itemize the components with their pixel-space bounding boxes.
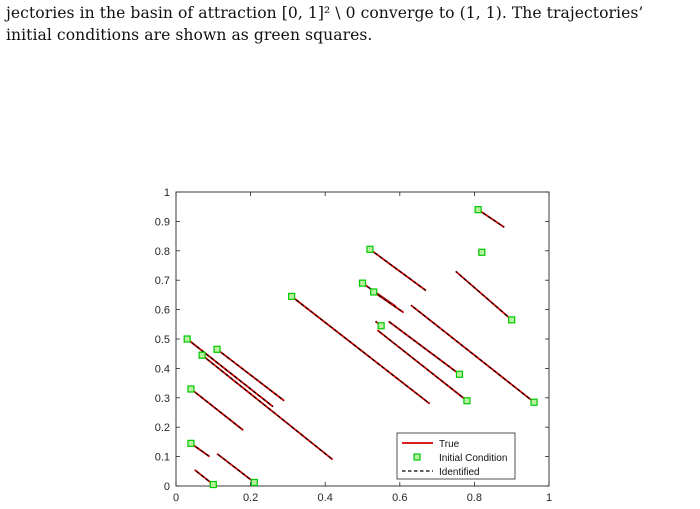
initial-condition-marker-5 xyxy=(358,279,367,287)
initial-condition-marker-17 xyxy=(209,480,217,489)
initial-condition-marker-11 xyxy=(463,397,471,405)
initial-condition-marker-7 xyxy=(288,292,296,300)
y-tick-label: 0.8 xyxy=(155,246,170,258)
initial-condition-marker-18 xyxy=(250,478,258,487)
y-tick-label: 0.2 xyxy=(155,422,170,434)
x-tick-label: 0 xyxy=(173,492,179,504)
trajectories-group xyxy=(186,208,535,486)
y-axis: 0 0.1 0.2 0.3 0.4 0.5 0.6 0.7 0.8 0.9 1 xyxy=(155,187,549,493)
initial-condition-marker-8 xyxy=(377,322,385,330)
initial-condition-marker-15 xyxy=(187,385,195,393)
initial-condition-marker-10 xyxy=(455,370,464,378)
identified-trajectory-9 xyxy=(410,304,535,403)
identified-trajectory-16 xyxy=(190,442,210,458)
legend: True Initial Condition Identified xyxy=(396,432,516,480)
y-tick-label: 0.4 xyxy=(155,363,170,375)
identified-trajectory-18 xyxy=(216,453,255,483)
initial-condition-marker-4 xyxy=(508,316,516,324)
identified-trajectory-17 xyxy=(194,469,214,485)
caption-line-1: jectories in the basin of attraction [0,… xyxy=(6,4,644,22)
identified-trajectory-14 xyxy=(216,348,285,402)
initial-condition-marker-2 xyxy=(478,248,486,256)
initial-condition-marker-9 xyxy=(530,398,538,406)
figure-caption: jectories in the basin of attraction [0,… xyxy=(6,2,696,46)
legend-initial-condition-swatch xyxy=(413,453,421,461)
initial-condition-marker-6 xyxy=(370,288,378,296)
initial-condition-markers xyxy=(183,206,538,489)
y-tick-label: 0.6 xyxy=(155,305,170,317)
y-tick-label: 0.1 xyxy=(155,452,170,464)
legend-label-identified: Identified xyxy=(439,467,480,478)
y-tick-label: 1 xyxy=(164,187,170,199)
identified-trajectory-12 xyxy=(186,338,274,408)
identified-trajectory-10 xyxy=(388,320,460,375)
identified-trajectory-4 xyxy=(455,270,513,321)
initial-condition-marker-13 xyxy=(198,351,206,359)
x-tick-label: 0.6 xyxy=(392,492,407,504)
true-trajectory-3 xyxy=(369,248,427,292)
initial-condition-marker-16 xyxy=(187,439,195,447)
identified-trajectory-13 xyxy=(201,354,334,460)
caption-line-2: initial conditions are shown as green sq… xyxy=(6,26,373,44)
x-tick-label: 0.4 xyxy=(318,492,333,504)
y-tick-label: 0.7 xyxy=(155,275,170,287)
y-tick-label: 0.3 xyxy=(155,393,170,405)
initial-condition-marker-14 xyxy=(213,345,221,353)
identified-trajectory-1 xyxy=(477,209,505,228)
y-tick-label: 0.5 xyxy=(155,334,170,346)
x-tick-label: 0.2 xyxy=(243,492,258,504)
x-axis: 0 0.2 0.4 0.6 0.8 1 xyxy=(173,192,552,504)
initial-condition-marker-3 xyxy=(366,245,374,253)
identified-trajectory-6 xyxy=(373,291,404,313)
legend-label-initial-condition: Initial Condition xyxy=(439,453,507,464)
y-tick-label: 0.9 xyxy=(155,216,170,228)
x-tick-label: 0.8 xyxy=(467,492,482,504)
identified-trajectory-15 xyxy=(190,388,244,431)
x-tick-label: 1 xyxy=(546,492,552,504)
legend-label-true: True xyxy=(439,439,460,450)
y-tick-label: 0 xyxy=(164,481,170,493)
initial-condition-marker-12 xyxy=(183,335,191,343)
identified-trajectory-11 xyxy=(377,329,468,402)
initial-condition-marker-1 xyxy=(474,206,482,214)
identified-trajectory-7 xyxy=(291,295,430,405)
